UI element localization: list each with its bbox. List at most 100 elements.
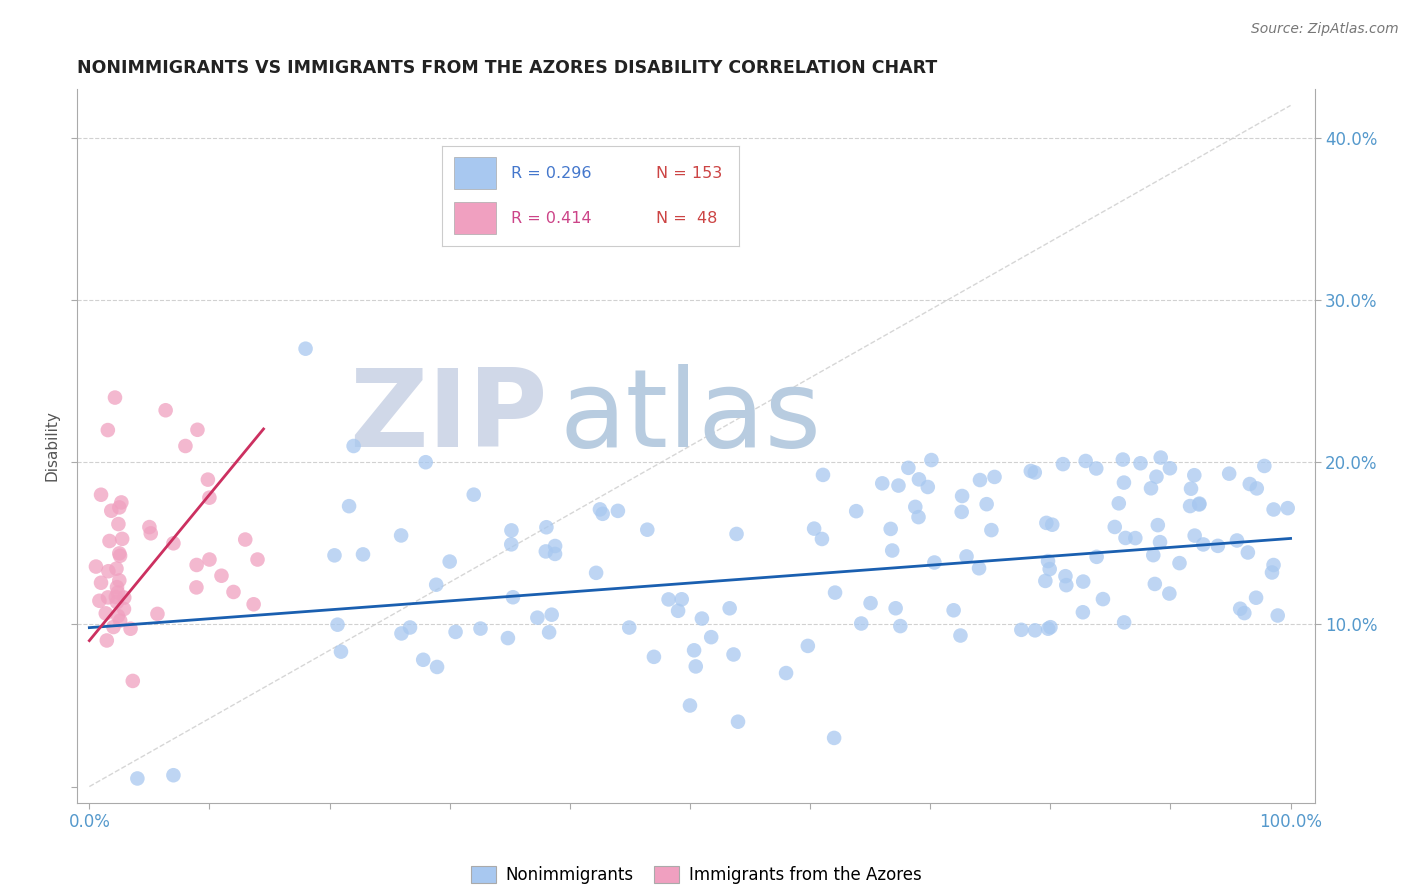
Point: [326, 617, 349, 632]
Point: [389, 528, 412, 542]
Point: [585, 566, 607, 580]
Point: [917, 480, 939, 494]
Point: [1052, 457, 1074, 471]
Point: [104, 590, 127, 604]
Point: [924, 556, 946, 570]
Point: [94, 607, 117, 621]
Text: NONIMMIGRANTS VS IMMIGRANTS FROM THE AZORES DISABILITY CORRELATION CHART: NONIMMIGRANTS VS IMMIGRANTS FROM THE AZO…: [77, 59, 938, 77]
Point: [879, 522, 901, 536]
Point: [105, 580, 128, 594]
Point: [502, 591, 524, 605]
Point: [1024, 624, 1046, 638]
Point: [108, 574, 131, 588]
Point: [108, 546, 131, 560]
Point: [643, 649, 665, 664]
Point: [1108, 496, 1130, 510]
Point: [536, 520, 558, 534]
Point: [127, 772, 149, 786]
Point: [592, 507, 614, 521]
Point: [1071, 605, 1094, 619]
Point: [1054, 569, 1077, 583]
Point: [589, 502, 612, 516]
Point: [463, 488, 485, 502]
Point: [700, 630, 723, 644]
Point: [1159, 461, 1181, 475]
Point: [1040, 517, 1063, 532]
Point: [96, 633, 118, 648]
Point: [1035, 516, 1057, 530]
Point: [775, 666, 797, 681]
Point: [658, 592, 681, 607]
Point: [666, 604, 689, 618]
Point: [162, 536, 184, 550]
Point: [949, 628, 972, 642]
Point: [1112, 475, 1135, 490]
Point: [1085, 549, 1108, 564]
Point: [233, 533, 256, 547]
Point: [727, 714, 749, 729]
Point: [889, 619, 911, 633]
Point: [1261, 566, 1284, 580]
Point: [1263, 558, 1285, 572]
Text: Source: ZipAtlas.com: Source: ZipAtlas.com: [1251, 22, 1399, 37]
Point: [823, 731, 845, 745]
Point: [1129, 456, 1152, 470]
Point: [399, 620, 422, 634]
Point: [723, 648, 745, 662]
Point: [1277, 501, 1299, 516]
Point: [811, 532, 834, 546]
Point: [1024, 466, 1046, 480]
Point: [90, 488, 112, 502]
Point: [544, 547, 567, 561]
Point: [884, 601, 907, 615]
Point: [100, 504, 122, 518]
Point: [969, 473, 991, 487]
Point: [908, 472, 931, 486]
Point: [501, 524, 523, 538]
Point: [1071, 574, 1094, 589]
Point: [967, 561, 990, 575]
Point: [1085, 461, 1108, 475]
Point: [882, 543, 904, 558]
Point: [1226, 533, 1249, 548]
Point: [162, 768, 184, 782]
Point: [851, 616, 873, 631]
Point: [439, 555, 461, 569]
Point: [112, 602, 135, 616]
Point: [803, 522, 825, 536]
Point: [1244, 591, 1267, 605]
Point: [108, 500, 131, 515]
Point: [111, 532, 134, 546]
Point: [955, 549, 977, 564]
Point: [112, 591, 135, 605]
Point: [1146, 518, 1168, 533]
Point: [391, 626, 413, 640]
Point: [1146, 469, 1168, 483]
Point: [679, 698, 702, 713]
Point: [107, 585, 129, 599]
Point: [1091, 592, 1114, 607]
Point: [1010, 623, 1032, 637]
Point: [824, 585, 846, 599]
Point: [1123, 531, 1146, 545]
Point: [1112, 452, 1135, 467]
Point: [1140, 481, 1163, 495]
Point: [330, 645, 353, 659]
Point: [1143, 577, 1166, 591]
Point: [980, 523, 1002, 537]
Point: [1182, 468, 1205, 483]
Point: [1168, 556, 1191, 570]
Point: [107, 609, 129, 624]
Point: [1239, 477, 1261, 491]
Point: [1188, 498, 1211, 512]
Point: [138, 520, 160, 534]
Point: [155, 403, 177, 417]
Point: [198, 552, 221, 566]
Point: [920, 453, 942, 467]
Point: [323, 549, 346, 563]
Point: [496, 631, 519, 645]
Point: [246, 552, 269, 566]
Point: [98, 533, 121, 548]
Point: [1036, 622, 1059, 636]
Point: [718, 601, 741, 615]
